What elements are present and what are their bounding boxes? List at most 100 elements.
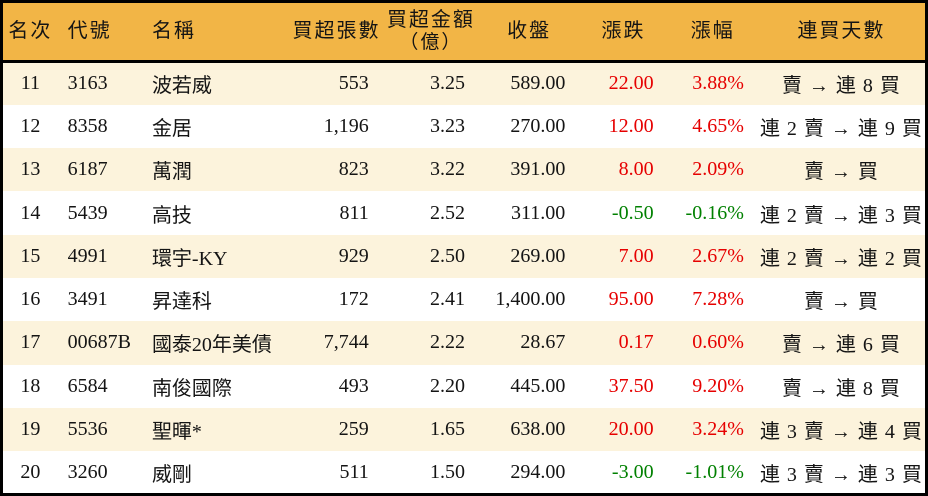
cell-change-pct: 4.65% — [692, 114, 744, 137]
cell-change: 22.00 — [608, 72, 654, 95]
cell-rank: 12 — [20, 114, 41, 137]
cell-rank: 14 — [20, 201, 41, 224]
cell-code: 3260 — [67, 460, 108, 483]
cell-close: 294.00 — [510, 460, 566, 483]
col-header-streak: 連買天數 — [757, 1, 927, 63]
cell-rank: 13 — [20, 158, 41, 181]
cell-volume: 259 — [338, 418, 369, 441]
cell-close: 445.00 — [510, 374, 566, 397]
cell-change: -0.50 — [611, 201, 654, 224]
cell-close: 311.00 — [511, 201, 566, 224]
cell-rank: 19 — [20, 418, 41, 441]
cell-code: 4991 — [67, 244, 108, 267]
col-header-amount-line2: （億） — [399, 32, 463, 54]
table-row: 20 3260 威剛 511 1.50 294.00 -3.00 -1.01% … — [1, 451, 927, 495]
cell-rank: 16 — [20, 288, 41, 311]
cell-name: 高技 — [151, 204, 192, 227]
cell-code: 5439 — [67, 201, 108, 224]
cell-rank: 11 — [20, 72, 40, 95]
cell-change-pct: 3.88% — [692, 72, 744, 95]
cell-code: 3491 — [67, 288, 108, 311]
cell-streak: 連 2 賣 → 連 2 買 — [759, 247, 923, 270]
cell-close: 269.00 — [510, 244, 566, 267]
cell-amount: 1.50 — [430, 460, 465, 483]
cell-volume: 823 — [338, 158, 369, 181]
cell-streak: 賣 → 連 6 買 — [781, 334, 901, 357]
table-row: 11 3163 波若威 553 3.25 589.00 22.00 3.88% … — [1, 61, 927, 105]
cell-code: 00687B — [67, 331, 132, 354]
cell-name: 南俊國際 — [151, 377, 232, 400]
col-header-code: 代號 — [57, 1, 142, 63]
col-header-rank: 名次 — [1, 1, 58, 63]
col-header-name: 名稱 — [141, 1, 291, 63]
cell-name: 威剛 — [151, 463, 192, 486]
cell-code: 8358 — [67, 114, 108, 137]
cell-change: 20.00 — [608, 418, 654, 441]
cell-code: 6187 — [67, 158, 108, 181]
cell-close: 638.00 — [510, 418, 566, 441]
cell-name: 波若威 — [151, 75, 212, 98]
cell-change-pct: 7.28% — [692, 288, 744, 311]
cell-rank: 20 — [20, 460, 41, 483]
cell-close: 1,400.00 — [495, 288, 566, 311]
cell-streak: 賣 → 買 — [803, 291, 879, 314]
cell-streak: 賣 → 連 8 買 — [781, 75, 901, 98]
cell-code: 6584 — [67, 374, 108, 397]
cell-streak: 連 3 賣 → 連 3 買 — [759, 463, 923, 486]
col-header-volume: 買超張數 — [290, 1, 383, 63]
table-row: 16 3491 昇達科 172 2.41 1,400.00 95.00 7.28… — [1, 277, 927, 322]
cell-name: 國泰20年美債 — [151, 334, 272, 357]
cell-amount: 3.23 — [430, 114, 465, 137]
cell-volume: 811 — [339, 201, 369, 224]
cell-amount: 2.50 — [430, 244, 465, 267]
col-header-close: 收盤 — [479, 1, 580, 63]
cell-name: 環宇-KY — [151, 247, 228, 270]
cell-close: 391.00 — [510, 158, 566, 181]
table-row: 17 00687B 國泰20年美債 7,744 2.22 28.67 0.17 … — [1, 321, 927, 365]
cell-change: 95.00 — [608, 288, 654, 311]
cell-volume: 172 — [338, 288, 369, 311]
table-row: 18 6584 南俊國際 493 2.20 445.00 37.50 9.20%… — [1, 364, 927, 408]
cell-close: 28.67 — [520, 331, 566, 354]
cell-amount: 3.22 — [430, 158, 465, 181]
cell-code: 3163 — [67, 72, 108, 95]
cell-amount: 1.65 — [430, 418, 465, 441]
table-row: 19 5536 聖暉* 259 1.65 638.00 20.00 3.24% … — [1, 407, 927, 452]
cell-change-pct: -0.16% — [685, 201, 744, 224]
cell-streak: 連 2 賣 → 連 3 買 — [759, 204, 923, 227]
cell-change: -3.00 — [611, 460, 654, 483]
cell-close: 270.00 — [510, 114, 566, 137]
cell-streak: 賣 → 連 8 買 — [781, 377, 901, 400]
cell-change: 8.00 — [618, 158, 654, 181]
cell-amount: 2.41 — [430, 288, 465, 311]
cell-amount: 3.25 — [430, 72, 465, 95]
cell-name: 金居 — [151, 117, 192, 140]
cell-close: 589.00 — [510, 72, 566, 95]
cell-name: 聖暉* — [151, 421, 202, 444]
table-row: 12 8358 金居 1,196 3.23 270.00 12.00 4.65%… — [1, 104, 927, 149]
cell-amount: 2.20 — [430, 374, 465, 397]
cell-rank: 17 — [20, 331, 41, 354]
col-header-amount: 買超金額 （億） — [382, 1, 479, 63]
cell-amount: 2.52 — [430, 201, 465, 224]
cell-change: 12.00 — [608, 114, 654, 137]
cell-volume: 511 — [339, 460, 369, 483]
cell-volume: 493 — [338, 374, 369, 397]
table-row: 15 4991 環宇-KY 929 2.50 269.00 7.00 2.67%… — [1, 234, 927, 278]
cell-code: 5536 — [67, 418, 108, 441]
col-header-amount-line1: 買超金額 — [386, 9, 475, 32]
cell-rank: 15 — [20, 244, 41, 267]
table-row: 14 5439 高技 811 2.52 311.00 -0.50 -0.16% … — [1, 191, 927, 235]
cell-streak: 連 2 賣 → 連 9 買 — [759, 117, 923, 140]
cell-change-pct: 2.67% — [692, 244, 744, 267]
cell-streak: 賣 → 買 — [803, 161, 879, 184]
cell-volume: 1,196 — [323, 114, 369, 137]
cell-change: 7.00 — [618, 244, 654, 267]
col-header-change-pct: 漲幅 — [667, 1, 758, 63]
table-row: 13 6187 萬潤 823 3.22 391.00 8.00 2.09% 賣 … — [1, 148, 927, 192]
cell-volume: 929 — [338, 244, 369, 267]
cell-volume: 7,744 — [323, 331, 369, 354]
cell-rank: 18 — [20, 374, 41, 397]
cell-volume: 553 — [338, 72, 369, 95]
